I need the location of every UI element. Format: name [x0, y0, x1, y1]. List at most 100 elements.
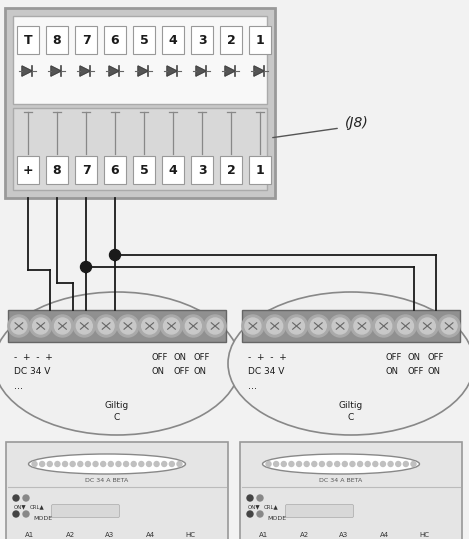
Text: ON: ON — [407, 354, 420, 363]
Circle shape — [257, 495, 263, 501]
Text: 2: 2 — [227, 163, 235, 176]
Text: A3: A3 — [340, 532, 348, 538]
Text: A3: A3 — [106, 532, 114, 538]
Circle shape — [354, 318, 370, 334]
Ellipse shape — [263, 454, 419, 474]
Circle shape — [13, 495, 19, 501]
Text: -  +  -  +: - + - + — [248, 354, 287, 363]
Text: Giltig: Giltig — [339, 400, 363, 410]
Text: MODE: MODE — [33, 516, 52, 522]
Circle shape — [85, 461, 91, 466]
FancyBboxPatch shape — [191, 26, 213, 54]
Circle shape — [289, 461, 294, 466]
Text: DC 34 V: DC 34 V — [248, 368, 284, 377]
FancyBboxPatch shape — [17, 156, 39, 184]
FancyBboxPatch shape — [13, 16, 267, 104]
Circle shape — [23, 495, 29, 501]
Circle shape — [109, 250, 121, 260]
Text: ON: ON — [385, 368, 398, 377]
Circle shape — [70, 461, 75, 466]
Circle shape — [373, 461, 378, 466]
Text: 3: 3 — [198, 163, 206, 176]
Circle shape — [95, 315, 117, 337]
Text: OFF: OFF — [407, 368, 424, 377]
Text: (J8): (J8) — [345, 116, 369, 130]
Circle shape — [204, 315, 226, 337]
FancyBboxPatch shape — [242, 310, 460, 342]
Circle shape — [185, 318, 201, 334]
Circle shape — [403, 461, 408, 466]
Text: 8: 8 — [53, 33, 61, 46]
Text: ON: ON — [173, 354, 186, 363]
Circle shape — [52, 315, 74, 337]
FancyBboxPatch shape — [5, 8, 275, 198]
Text: A2: A2 — [66, 532, 75, 538]
FancyBboxPatch shape — [75, 156, 97, 184]
Text: 6: 6 — [111, 33, 119, 46]
Polygon shape — [138, 66, 148, 76]
Circle shape — [154, 461, 159, 466]
FancyBboxPatch shape — [13, 108, 267, 190]
Circle shape — [242, 315, 264, 337]
Circle shape — [162, 461, 166, 466]
Circle shape — [23, 511, 29, 517]
FancyBboxPatch shape — [17, 26, 39, 54]
FancyBboxPatch shape — [249, 26, 271, 54]
Circle shape — [207, 318, 223, 334]
Text: ...: ... — [248, 381, 257, 391]
FancyBboxPatch shape — [75, 26, 97, 54]
Circle shape — [310, 318, 326, 334]
Circle shape — [411, 461, 416, 466]
Circle shape — [441, 318, 457, 334]
Text: A1: A1 — [259, 532, 269, 538]
Text: ON▼: ON▼ — [248, 505, 261, 509]
Circle shape — [396, 461, 401, 466]
Circle shape — [286, 315, 308, 337]
Circle shape — [139, 315, 161, 337]
Circle shape — [273, 461, 279, 466]
Text: CRL▲: CRL▲ — [264, 505, 279, 509]
Text: HC: HC — [419, 532, 429, 538]
Circle shape — [257, 511, 263, 517]
Text: 4: 4 — [169, 163, 177, 176]
Text: C: C — [114, 413, 120, 423]
Text: +: + — [23, 163, 33, 176]
Circle shape — [117, 315, 139, 337]
Circle shape — [264, 315, 286, 337]
FancyBboxPatch shape — [8, 310, 226, 342]
Polygon shape — [225, 66, 235, 76]
Circle shape — [247, 511, 253, 517]
FancyBboxPatch shape — [240, 442, 462, 539]
Polygon shape — [51, 66, 61, 76]
Text: ON▼: ON▼ — [14, 505, 27, 509]
FancyBboxPatch shape — [286, 505, 354, 517]
Circle shape — [32, 461, 37, 466]
Circle shape — [116, 461, 121, 466]
Text: HC: HC — [185, 532, 195, 538]
Circle shape — [177, 461, 182, 466]
Circle shape — [62, 461, 68, 466]
Circle shape — [98, 318, 114, 334]
Circle shape — [247, 495, 253, 501]
Circle shape — [307, 315, 329, 337]
Circle shape — [376, 318, 392, 334]
Circle shape — [438, 315, 460, 337]
Circle shape — [373, 315, 395, 337]
Text: ON: ON — [151, 368, 164, 377]
Text: MODE: MODE — [267, 516, 286, 522]
Circle shape — [394, 315, 416, 337]
Circle shape — [380, 461, 386, 466]
FancyBboxPatch shape — [104, 156, 126, 184]
Circle shape — [139, 461, 144, 466]
Text: A1: A1 — [25, 532, 35, 538]
Text: A4: A4 — [145, 532, 155, 538]
Polygon shape — [167, 66, 177, 76]
Circle shape — [332, 318, 348, 334]
Text: -  +  -  +: - + - + — [14, 354, 53, 363]
Circle shape — [245, 318, 261, 334]
FancyBboxPatch shape — [162, 156, 184, 184]
Circle shape — [335, 461, 340, 466]
FancyBboxPatch shape — [191, 156, 213, 184]
Circle shape — [123, 461, 129, 466]
FancyBboxPatch shape — [46, 156, 68, 184]
